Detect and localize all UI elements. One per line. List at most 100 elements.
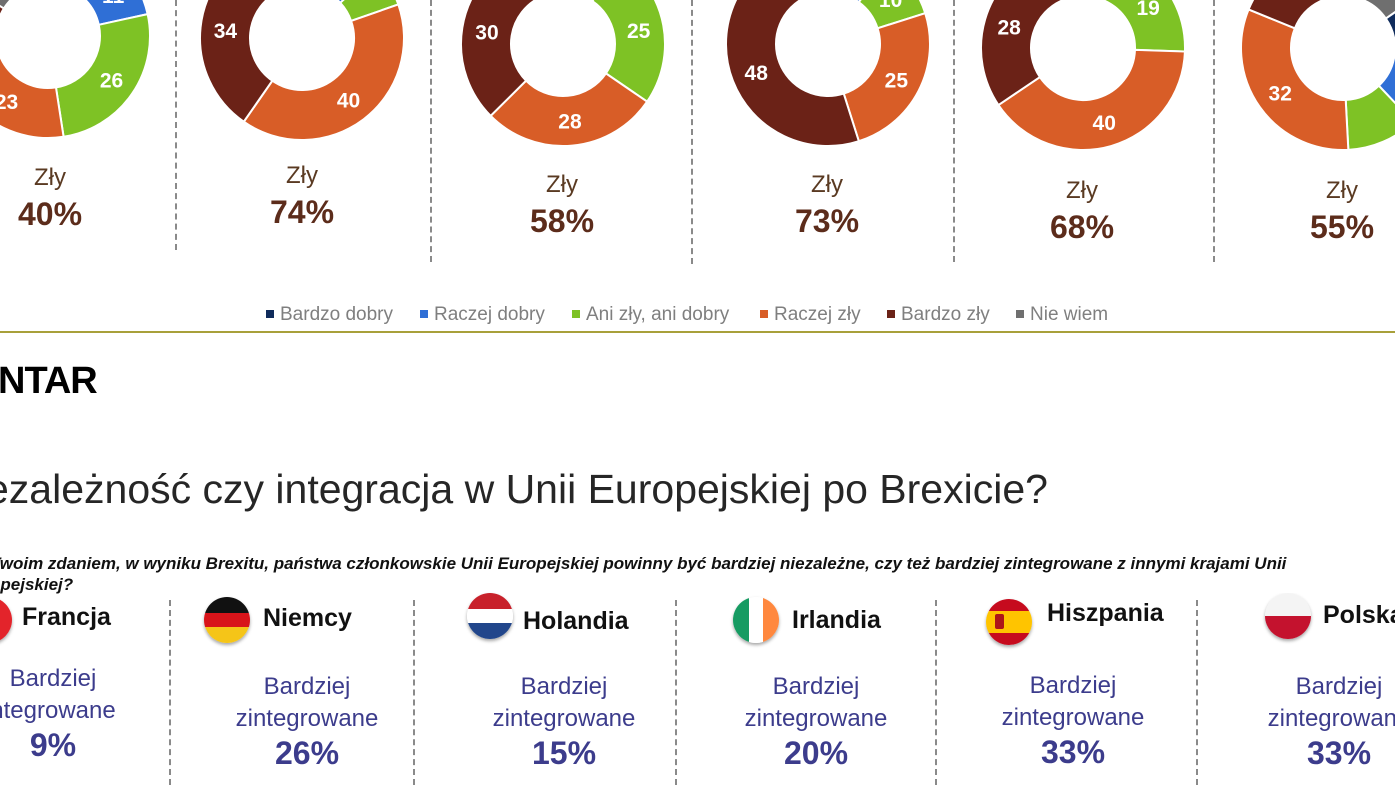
- result-percentage: 33%: [1306, 735, 1372, 771]
- donut-slice: [1247, 0, 1326, 30]
- donut-slice: [997, 48, 1186, 152]
- donut-slice-label: 11: [102, 0, 125, 8]
- donut-summary-label: Zły: [1066, 177, 1098, 204]
- country-column-niemcy: Niemcy Bardziej zintegrowane 26%: [171, 593, 413, 785]
- donut-charts-row: 11262340342528301025481940283223 Zły 40%…: [0, 0, 1395, 300]
- donut-slice-label: 34: [214, 20, 238, 43]
- country-column-polska: Polska Bardziej zintegrowane 33%: [1198, 593, 1395, 785]
- country-column-irlandia: Irlandia Bardziej zintegrowane 20%: [677, 593, 935, 785]
- column-separator: [935, 600, 937, 785]
- donut-summary-value: 68%: [1049, 209, 1115, 245]
- donut-slice: [242, 3, 405, 141]
- donut-summary-value: 40%: [17, 196, 83, 232]
- donut-summary-label: Zły: [34, 164, 66, 191]
- donut-slice: [1344, 84, 1395, 151]
- donut-slice-label: 23: [0, 91, 18, 114]
- result-label-line2: zintegrowane: [1001, 704, 1145, 731]
- donut-summary-label: Zły: [1326, 177, 1358, 204]
- result-label-line2: ntegrowane: [0, 697, 116, 724]
- donut-summary-value: 58%: [529, 203, 595, 239]
- result-label-line1: Bardziej: [9, 665, 97, 692]
- legend-item: Bardzo zły: [887, 304, 990, 326]
- chart-legend: Bardzo dobry Raczej dobry Ani zły, ani d…: [0, 304, 1395, 330]
- donut-slice-label: 30: [475, 22, 498, 45]
- result-label-line1: Bardziej: [1029, 672, 1117, 699]
- donut-summary-label: Zły: [546, 171, 578, 198]
- donut-slice: [199, 0, 274, 124]
- legend-label: Raczej zły: [774, 304, 861, 325]
- donut-slice: [0, 4, 6, 19]
- donut-charts-svg: 11262340342528301025481940283223: [0, 0, 1395, 152]
- legend-swatch-icon: [887, 310, 895, 318]
- donut-slice-label: 28: [558, 111, 582, 134]
- result-label-line1: Bardziej: [772, 673, 860, 700]
- donut-summary-label: Zły: [811, 171, 843, 198]
- result-label-line2: zintegrowane: [492, 705, 636, 732]
- country-column-hiszpania: Hiszpania Bardziej zintegrowane 33%: [937, 593, 1195, 785]
- donut-slice: [1240, 8, 1350, 151]
- donut-summary-label: Zły: [286, 162, 318, 189]
- legend-swatch-icon: [1016, 310, 1024, 318]
- result-label-line2: zintegrowane: [235, 705, 379, 732]
- legend-item: Ani zły, ani dobry: [572, 304, 729, 326]
- donut-slice: [1384, 11, 1395, 55]
- country-column-francja: Francja Bardziej ntegrowane 9%: [0, 593, 170, 785]
- donut-slice-label: 26: [100, 70, 123, 93]
- legend-label: Raczej dobry: [434, 304, 545, 325]
- result-label-line2: zintegrowane: [744, 705, 888, 732]
- donut-slice: [0, 53, 65, 139]
- donut-summary-value: 74%: [269, 194, 335, 230]
- donut-slice-label: 19: [1136, 0, 1159, 20]
- donut-slice: [1377, 52, 1395, 105]
- result-percentage: 20%: [783, 735, 849, 771]
- legend-label: Nie wiem: [1030, 304, 1109, 325]
- column-separator: [953, 0, 955, 262]
- column-separator: [413, 600, 415, 785]
- result-percentage: 9%: [29, 727, 77, 763]
- flag-netherlands-icon: [467, 593, 513, 639]
- country-name: Niemcy: [263, 604, 352, 632]
- column-separator: [430, 0, 432, 262]
- slide-title: ezależność czy integracja w Unii Europej…: [0, 466, 1048, 512]
- country-name: Francja: [22, 603, 111, 631]
- donut-slice-label: 40: [1093, 112, 1116, 135]
- donut-slice: [0, 0, 12, 10]
- result-label-line1: Bardziej: [1295, 673, 1383, 700]
- result-percentage: 26%: [274, 735, 340, 771]
- column-separator: [175, 0, 177, 250]
- donut-slice-label: 25: [627, 20, 651, 43]
- donut-slice-label: 10: [879, 0, 902, 12]
- donut-slice: [842, 11, 931, 143]
- donut-slice: [1360, 0, 1395, 20]
- result-label-line1: Bardziej: [520, 673, 608, 700]
- donut-slice: [489, 71, 649, 147]
- column-separator: [675, 600, 677, 785]
- column-separator: [691, 0, 693, 264]
- legend-item: Nie wiem: [1016, 304, 1108, 326]
- legend-label: Bardzo dobry: [280, 304, 394, 325]
- brand-logo-text: NTAR: [0, 360, 98, 402]
- legend-label: Bardzo zły: [901, 304, 990, 325]
- result-label-line1: Bardziej: [263, 673, 351, 700]
- legend-swatch-icon: [572, 310, 580, 318]
- legend-swatch-icon: [266, 310, 274, 318]
- donut-slice: [725, 0, 861, 147]
- country-name: Irlandia: [792, 606, 881, 634]
- survey-question: Twoim zdaniem, w wyniku Brexitu, państwa…: [0, 554, 1287, 594]
- result-percentage: 33%: [1040, 734, 1106, 770]
- country-name: Polska: [1323, 601, 1395, 629]
- flag-spain-icon: [986, 599, 1032, 645]
- donut-summary-value: 55%: [1309, 209, 1375, 245]
- column-separator: [169, 600, 171, 785]
- donut-slice-label: 25: [885, 69, 909, 92]
- legend-item: Bardzo dobry: [266, 304, 393, 326]
- country-name: Holandia: [523, 607, 629, 635]
- country-column-holandia: Holandia Bardziej zintegrowane 15%: [415, 593, 675, 785]
- column-separator: [1213, 0, 1215, 262]
- donut-slice: [460, 0, 538, 118]
- result-percentage: 15%: [531, 735, 597, 771]
- donut-slice-label: 40: [337, 89, 360, 112]
- flag-germany-icon: [204, 597, 250, 643]
- legend-swatch-icon: [420, 310, 428, 318]
- legend-item: Raczej dobry: [420, 304, 545, 326]
